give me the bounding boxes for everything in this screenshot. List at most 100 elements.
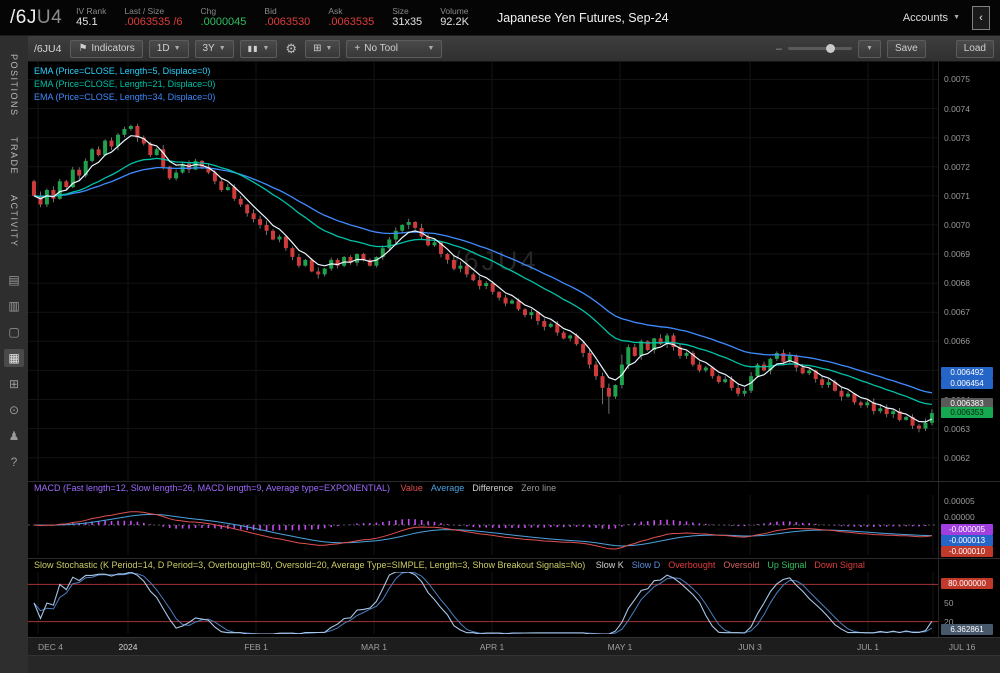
macd-badge: -0.000005 bbox=[941, 524, 993, 535]
macd-axis-label: 0.00000 bbox=[944, 512, 975, 522]
stoch-badge: 6.362861 bbox=[941, 624, 993, 635]
range-value: 3Y bbox=[202, 43, 215, 54]
price-axis[interactable]: 0.0075 0.0074 0.0073 0.0072 0.0071 0.0070 0.00… bbox=[938, 62, 1000, 481]
macd-legend-item: Difference bbox=[472, 483, 514, 493]
macd-badge: -0.000010 bbox=[941, 546, 993, 557]
topbar-field-size: Size 31x35 bbox=[392, 5, 423, 28]
timeframe-dropdown[interactable]: 1D ▼ bbox=[148, 39, 189, 58]
price-axis-label: 0.0074 bbox=[944, 104, 970, 114]
time-tick: 2024 bbox=[118, 642, 138, 652]
macd-panel[interactable]: MACD (Fast length=12, Slow length=26, MA… bbox=[28, 481, 1000, 558]
stoch-legend-item: Slow D bbox=[631, 560, 661, 570]
accounts-label: Accounts bbox=[902, 11, 949, 24]
macd-axis[interactable]: 0.00005 0.00000 -0.000005 -0.000013 -0.00001… bbox=[938, 482, 1000, 558]
symbol-sub: U4 bbox=[36, 6, 63, 28]
time-axis[interactable]: DEC 4 2024 FEB 1 MAR 1 APR 1 MAY 1 JUN 3 JUL 1 J… bbox=[28, 637, 1000, 656]
symbol-main: /6J bbox=[10, 6, 37, 28]
grid-layout-icon: ⊞ bbox=[313, 43, 322, 54]
time-tick: MAR 1 bbox=[361, 642, 387, 652]
sidebar-icons: ▤ ▥ ▢ ▦ ⊞ ⊙ ♟? bbox=[4, 271, 24, 471]
ema-label-3: EMA (Price=CLOSE, Length=34, Displace=0) bbox=[34, 92, 216, 102]
price-chart-panel[interactable]: /6JU4 EMA (Price=CLOSE, Length=5, Displa… bbox=[28, 62, 1000, 481]
macd-axis-label: 0.00005 bbox=[944, 496, 975, 506]
price-axis-label: 0.0073 bbox=[944, 133, 970, 143]
price-axis-label: 0.0069 bbox=[944, 249, 970, 259]
stoch-legend-item: Up Signal bbox=[767, 560, 807, 570]
price-axis-label: 0.0062 bbox=[944, 453, 970, 463]
price-chart-svg: /6JU4 bbox=[28, 62, 938, 481]
time-tick: FEB 1 bbox=[244, 642, 268, 652]
indicators-button-label: Indicators bbox=[91, 43, 135, 54]
range-dropdown[interactable]: 3Y ▼ bbox=[194, 39, 234, 58]
macd-header: MACD (Fast length=12, Slow length=26, MA… bbox=[34, 483, 556, 493]
price-badge: 0.006383 bbox=[941, 398, 993, 409]
grid-blocks-icon[interactable]: ⊞ bbox=[8, 377, 20, 392]
chevron-down-icon: ▼ bbox=[953, 14, 960, 21]
stoch-svg bbox=[28, 571, 938, 635]
stochastic-panel[interactable]: Slow Stochastic (K Period=14, D Period=3… bbox=[28, 558, 1000, 637]
time-tick: DEC 4 bbox=[38, 642, 64, 652]
stoch-badge: 80.000000 bbox=[941, 578, 993, 589]
watchlist-icon[interactable]: ▥ bbox=[8, 299, 20, 314]
collapse-panel-button[interactable]: ‹ bbox=[972, 5, 990, 30]
topbar-field-ask: Ask .0063535 bbox=[328, 5, 375, 28]
sidebar-tab-activity[interactable]: ACTIVITY bbox=[9, 194, 19, 248]
zoom-slider[interactable] bbox=[788, 44, 853, 53]
chart-type-dropdown[interactable]: ▮▮ ▼ bbox=[239, 39, 278, 58]
indicators-button[interactable]: ⚑ Indicators bbox=[70, 39, 143, 58]
stoch-axis[interactable]: 50 20 80.000000 6.362861 bbox=[938, 559, 1000, 637]
crosshair-icon: + bbox=[354, 43, 361, 54]
ema-labels: EMA (Price=CLOSE, Length=5, Displace=0) E… bbox=[34, 65, 215, 104]
chevron-down-icon: ▼ bbox=[866, 45, 873, 52]
ema-label-1: EMA (Price=CLOSE, Length=5, Displace=0) bbox=[34, 66, 211, 76]
load-button[interactable]: Load bbox=[955, 39, 994, 58]
zoom-out-icon[interactable]: – bbox=[775, 42, 783, 55]
price-axis-label: 0.0071 bbox=[944, 191, 970, 201]
chevron-down-icon: ▼ bbox=[427, 45, 435, 52]
save-button[interactable]: Save bbox=[886, 39, 926, 58]
time-tick: JUN 3 bbox=[738, 642, 762, 652]
layout-dropdown[interactable]: ⊞ ▼ bbox=[305, 39, 341, 58]
macd-plot[interactable] bbox=[28, 495, 938, 560]
toolbar-more-dropdown[interactable]: ▼ bbox=[858, 39, 881, 58]
topbar-field-iv-rank: IV Rank 45.1 bbox=[76, 5, 107, 28]
time-tick: MAY 1 bbox=[607, 642, 633, 652]
stoch-legend-item: Down Signal bbox=[814, 560, 865, 570]
price-axis-label: 0.0072 bbox=[944, 162, 970, 172]
macd-legend-item: Zero line bbox=[521, 483, 557, 493]
ema-label-2: EMA (Price=CLOSE, Length=21, Displace=0) bbox=[34, 79, 216, 89]
time-tick: APR 1 bbox=[479, 642, 505, 652]
price-plot[interactable]: /6JU4 bbox=[28, 62, 938, 486]
price-badge: 0.006492 bbox=[941, 367, 993, 378]
history-clock-icon[interactable]: ⊙ bbox=[8, 403, 20, 418]
chevron-down-icon: ▼ bbox=[325, 45, 333, 52]
candlestick-icon: ▮▮ bbox=[247, 44, 259, 53]
users-icon[interactable]: ♟ bbox=[8, 429, 20, 444]
chart-icon[interactable]: ▦ bbox=[4, 349, 24, 368]
time-tick: JUL 1 bbox=[857, 642, 879, 652]
zoom-slider-handle[interactable] bbox=[826, 44, 836, 53]
sidebar-tab-positions[interactable]: POSITIONS bbox=[9, 54, 19, 117]
sidebar-tab-trade[interactable]: TRADE bbox=[9, 136, 19, 175]
drawing-tool-dropdown[interactable]: + No Tool ▼ bbox=[346, 39, 443, 58]
price-axis-label: 0.0070 bbox=[944, 220, 970, 230]
stoch-header: Slow Stochastic (K Period=14, D Period=3… bbox=[34, 560, 865, 570]
accounts-dropdown[interactable]: Accounts ▼ bbox=[903, 12, 960, 24]
stoch-legend: Slow K Slow D Overbought Oversold Up Signal D… bbox=[588, 560, 865, 570]
left-sidebar: POSITIONS TRADE ACTIVITY ▤ ▥ ▢ ▦ ⊞ ⊙ ♟? bbox=[0, 36, 28, 673]
bottom-scrollbar[interactable] bbox=[28, 655, 1000, 673]
settings-gear-icon[interactable]: ⚙ bbox=[285, 40, 298, 56]
instrument-title: Japanese Yen Futures, Sep-24 bbox=[496, 10, 669, 25]
tool-value: No Tool bbox=[364, 43, 398, 54]
help-icon[interactable]: ? bbox=[10, 455, 18, 470]
topbar-field-last-size: Last / Size .0063535 /6 bbox=[124, 5, 183, 28]
orders-icon[interactable]: ▢ bbox=[8, 325, 20, 340]
topbar-field-volume: Volume 92.2K bbox=[440, 5, 469, 28]
macd-badge: -0.000013 bbox=[941, 535, 993, 546]
quotes-icon[interactable]: ▤ bbox=[8, 273, 20, 288]
macd-label: MACD (Fast length=12, Slow length=26, MA… bbox=[34, 483, 391, 493]
stoch-plot[interactable] bbox=[28, 571, 938, 639]
sidebar-tabs: POSITIONS TRADE ACTIVITY bbox=[9, 46, 19, 255]
topbar-right: Accounts ▼ ‹ bbox=[903, 5, 990, 30]
